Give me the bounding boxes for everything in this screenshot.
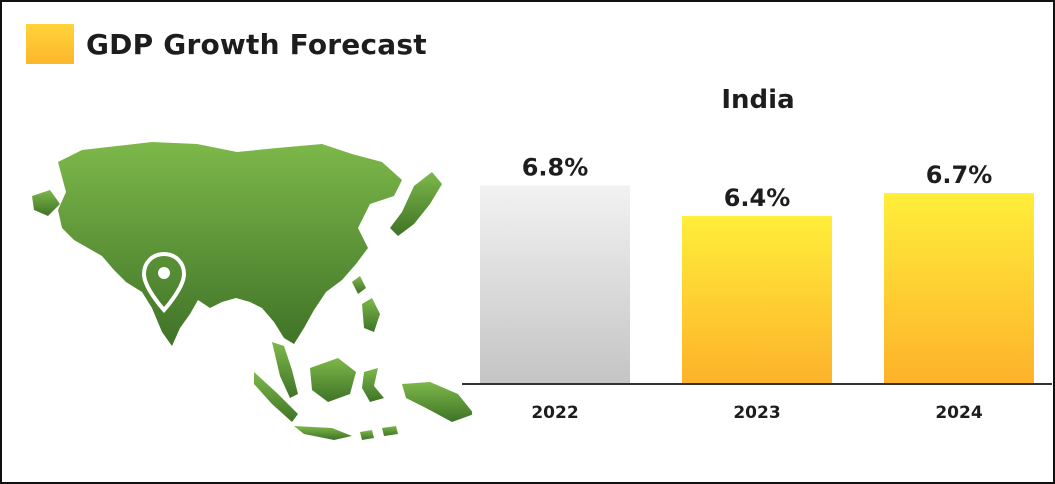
value-label-2023: 6.4%	[724, 184, 791, 212]
category-label-2024: 2024	[935, 403, 982, 423]
page-title: GDP Growth Forecast	[86, 27, 427, 61]
category-label-2022: 2022	[531, 403, 578, 423]
labels-layer: 6.8% 2022 6.4% 2023 6.7% 2024	[522, 153, 993, 423]
asia-map-icon	[32, 142, 472, 440]
title-swatch	[26, 24, 74, 64]
value-label-2024: 6.7%	[926, 161, 993, 189]
bar-2023	[682, 216, 832, 384]
value-label-2022: 6.8%	[522, 153, 589, 181]
bar-2024	[884, 193, 1034, 384]
chart-title: India	[721, 85, 794, 115]
bars-layer	[480, 185, 1034, 384]
location-pin-icon	[141, 251, 187, 313]
header: GDP Growth Forecast	[26, 24, 427, 64]
bar-chart: India 6.8% 2022 6.4% 2023 6.7% 2024	[462, 85, 1052, 423]
asia-landmass	[32, 142, 472, 440]
category-label-2023: 2023	[733, 403, 780, 423]
bar-2022	[480, 185, 630, 384]
